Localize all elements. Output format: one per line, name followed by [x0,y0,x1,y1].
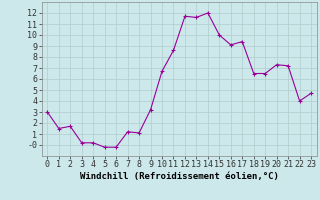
X-axis label: Windchill (Refroidissement éolien,°C): Windchill (Refroidissement éolien,°C) [80,172,279,181]
